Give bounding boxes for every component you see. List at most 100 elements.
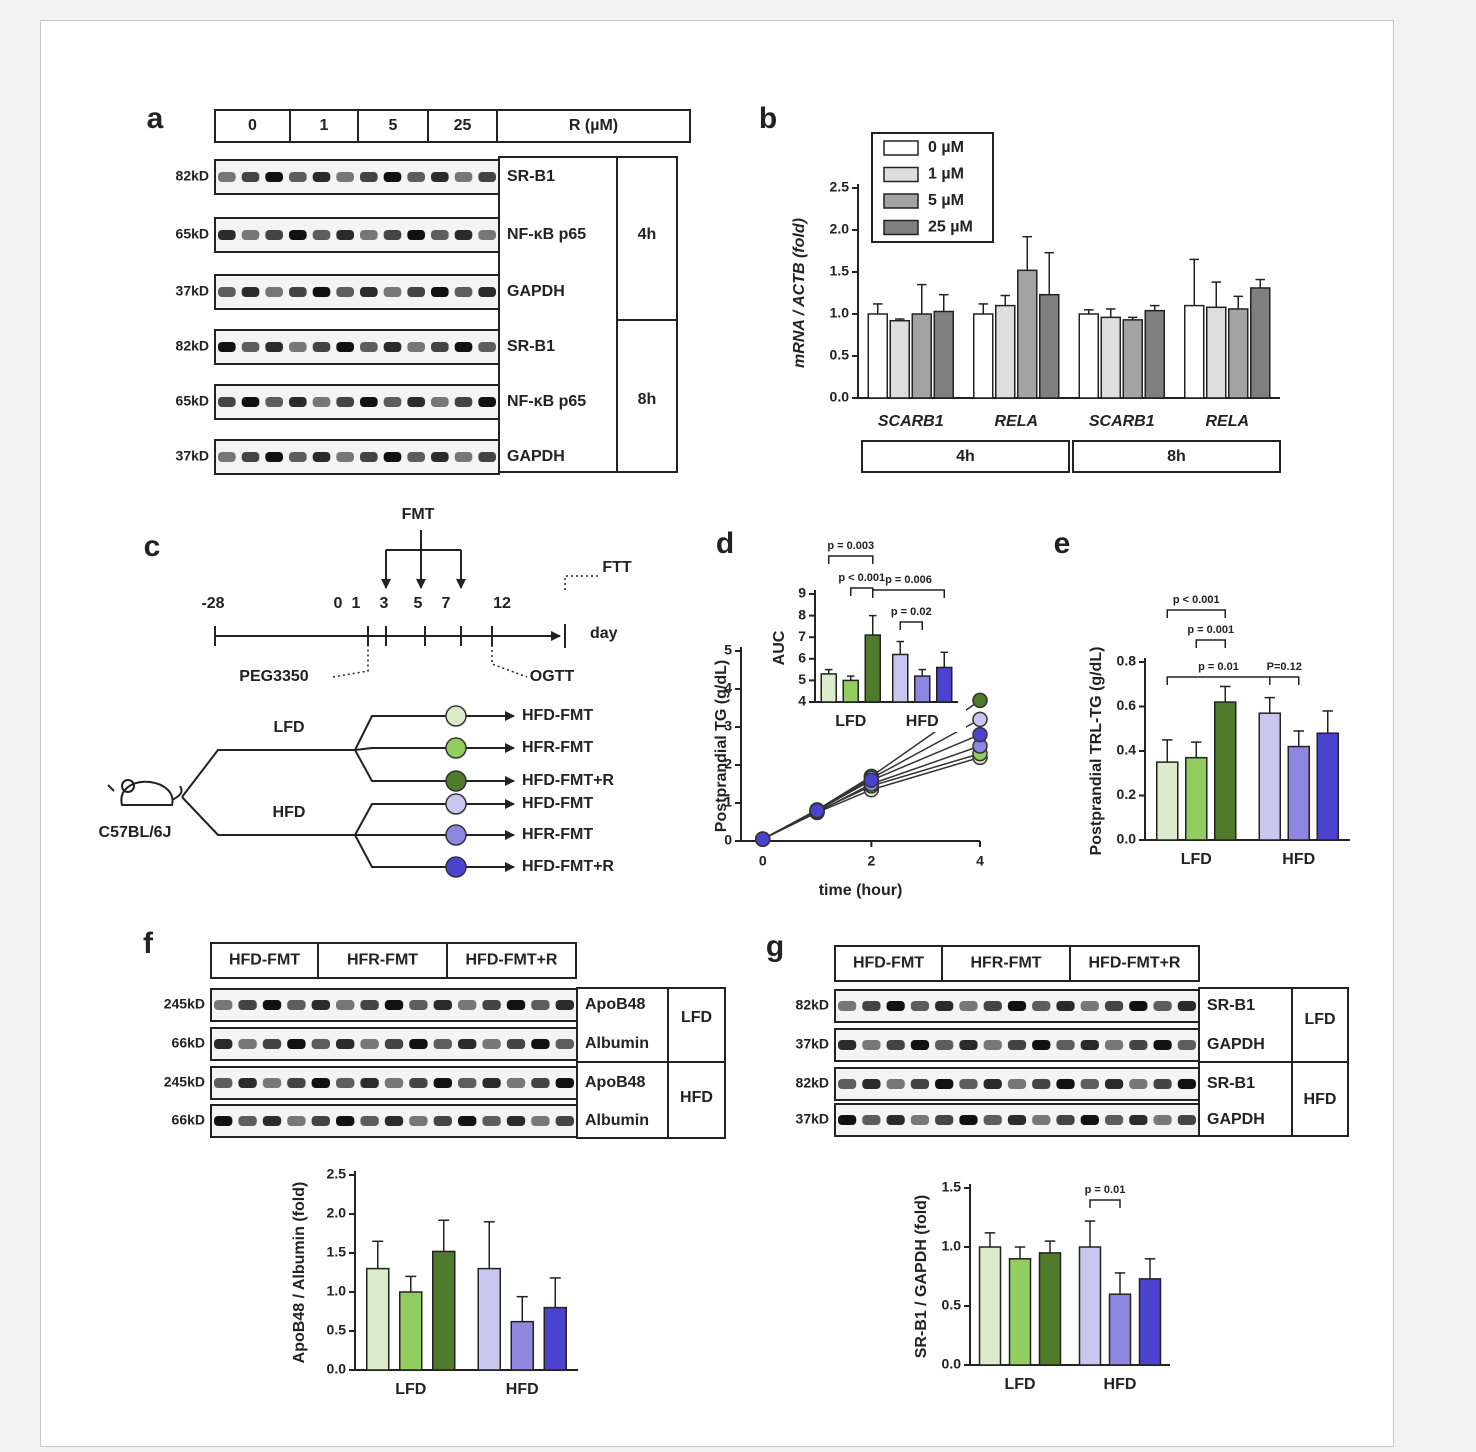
category-label: HFD [906,713,939,730]
header-cell [1069,945,1200,982]
protein-label: GAPDH [507,448,565,465]
blot-band [289,397,307,407]
blot-band [458,1116,477,1126]
header-cell [446,942,577,979]
blot-band [407,342,425,352]
bar [973,313,994,399]
blot-band [336,172,354,182]
timeline-diagram: FMT FTT day -28 0 1 3 5 7 12 PEG3350 OGT… [99,506,632,841]
molecular-weight: 82kD [796,997,829,1013]
arm-branch [354,834,446,868]
bar [1038,1252,1062,1366]
fmt-branch [386,530,461,551]
molecular-weight: 82kD [176,338,209,354]
blot-band [384,1000,404,1010]
blot-band [311,1078,330,1088]
blot-band [838,1040,857,1050]
label-box [498,156,678,473]
significance-bracket [1166,609,1226,618]
blot-band [959,1115,978,1125]
bar [1184,304,1205,399]
blot-band [454,172,473,182]
blot-band [312,230,331,240]
blot-strip [214,217,500,253]
blot-band [862,1040,881,1050]
blot-band [383,342,402,352]
bar [864,634,881,703]
blot-band [433,1078,452,1088]
y-tick-label: 2 [724,756,732,772]
legend-swatch [883,166,919,183]
significance-bracket [872,589,945,598]
bar [1206,306,1227,399]
arm-marker [445,770,467,792]
bar [1316,732,1339,841]
y-tick-label: 5 [798,671,806,687]
significance-label: P=0.12 [1267,661,1302,673]
y-tick-label: 0.2 [1117,786,1137,802]
blot-band [383,397,402,407]
blot-band [1007,1079,1027,1089]
blot-band [287,1039,306,1049]
category-label: HFD [1104,1376,1137,1393]
y-tick-label: 6 [798,650,806,666]
group-label: 8h [1167,448,1186,465]
group-box [1072,440,1281,473]
blot-band [407,397,425,407]
blot-band [1080,1040,1099,1050]
blot-band [910,1001,930,1011]
peg-connector [332,640,369,678]
y-tick-label: 0 [724,832,732,848]
blot-band [360,287,378,297]
blot-band [458,1078,477,1088]
protein-label: Albumin [585,1112,649,1129]
mouse-strain: C57BL/6J [99,824,172,841]
blot-band [983,1040,1002,1050]
condition-label: 4h [638,226,657,243]
blot-band [238,1078,257,1088]
group-label: 4h [956,448,975,465]
arm-branch [354,749,446,782]
significance-label: p = 0.003 [827,540,874,552]
blot-band [241,172,260,182]
blot-band [862,1079,881,1089]
bar [1138,1278,1162,1366]
y-axis-label: SR-B1 / GAPDH (fold) [913,1195,930,1359]
protein-label: GAPDH [507,283,565,300]
bar [510,1320,534,1371]
blot-band [1153,1079,1172,1089]
blot-band [265,230,283,240]
blot-band [1080,1001,1099,1011]
blot-band [454,452,473,462]
blot-band [360,342,378,352]
blot-band [360,452,378,462]
blot-band [935,1040,954,1050]
blot-band [862,1115,881,1125]
y-tick-label: 0.8 [1117,653,1137,669]
blot-band [983,1079,1002,1089]
header-label: HFR-FMT [347,952,418,969]
blot-band [886,1001,905,1011]
blot-band [407,287,425,297]
arm-label: HFD-FMT+R [522,772,614,789]
blot-band [238,1039,257,1049]
bar [1122,319,1143,399]
blot-band [506,1039,526,1049]
protein-label: GAPDH [1207,1036,1265,1053]
blot-band [431,397,449,407]
legend-box [871,132,994,243]
blot-strip [214,274,500,310]
blot-band [431,287,449,297]
condition-label: LFD [681,1009,712,1026]
blot-band [1080,1079,1099,1089]
blot-band [862,1001,881,1011]
blot-band [555,1039,574,1049]
legend-swatch [883,140,919,156]
blot-band [454,342,473,352]
significance-label: p < 0.001 [1173,594,1220,606]
molecular-weight: 82kD [176,168,209,184]
blot-band [1032,1040,1051,1050]
bar [1108,1293,1132,1366]
blot-band [983,1001,1002,1011]
bar [1039,293,1060,399]
